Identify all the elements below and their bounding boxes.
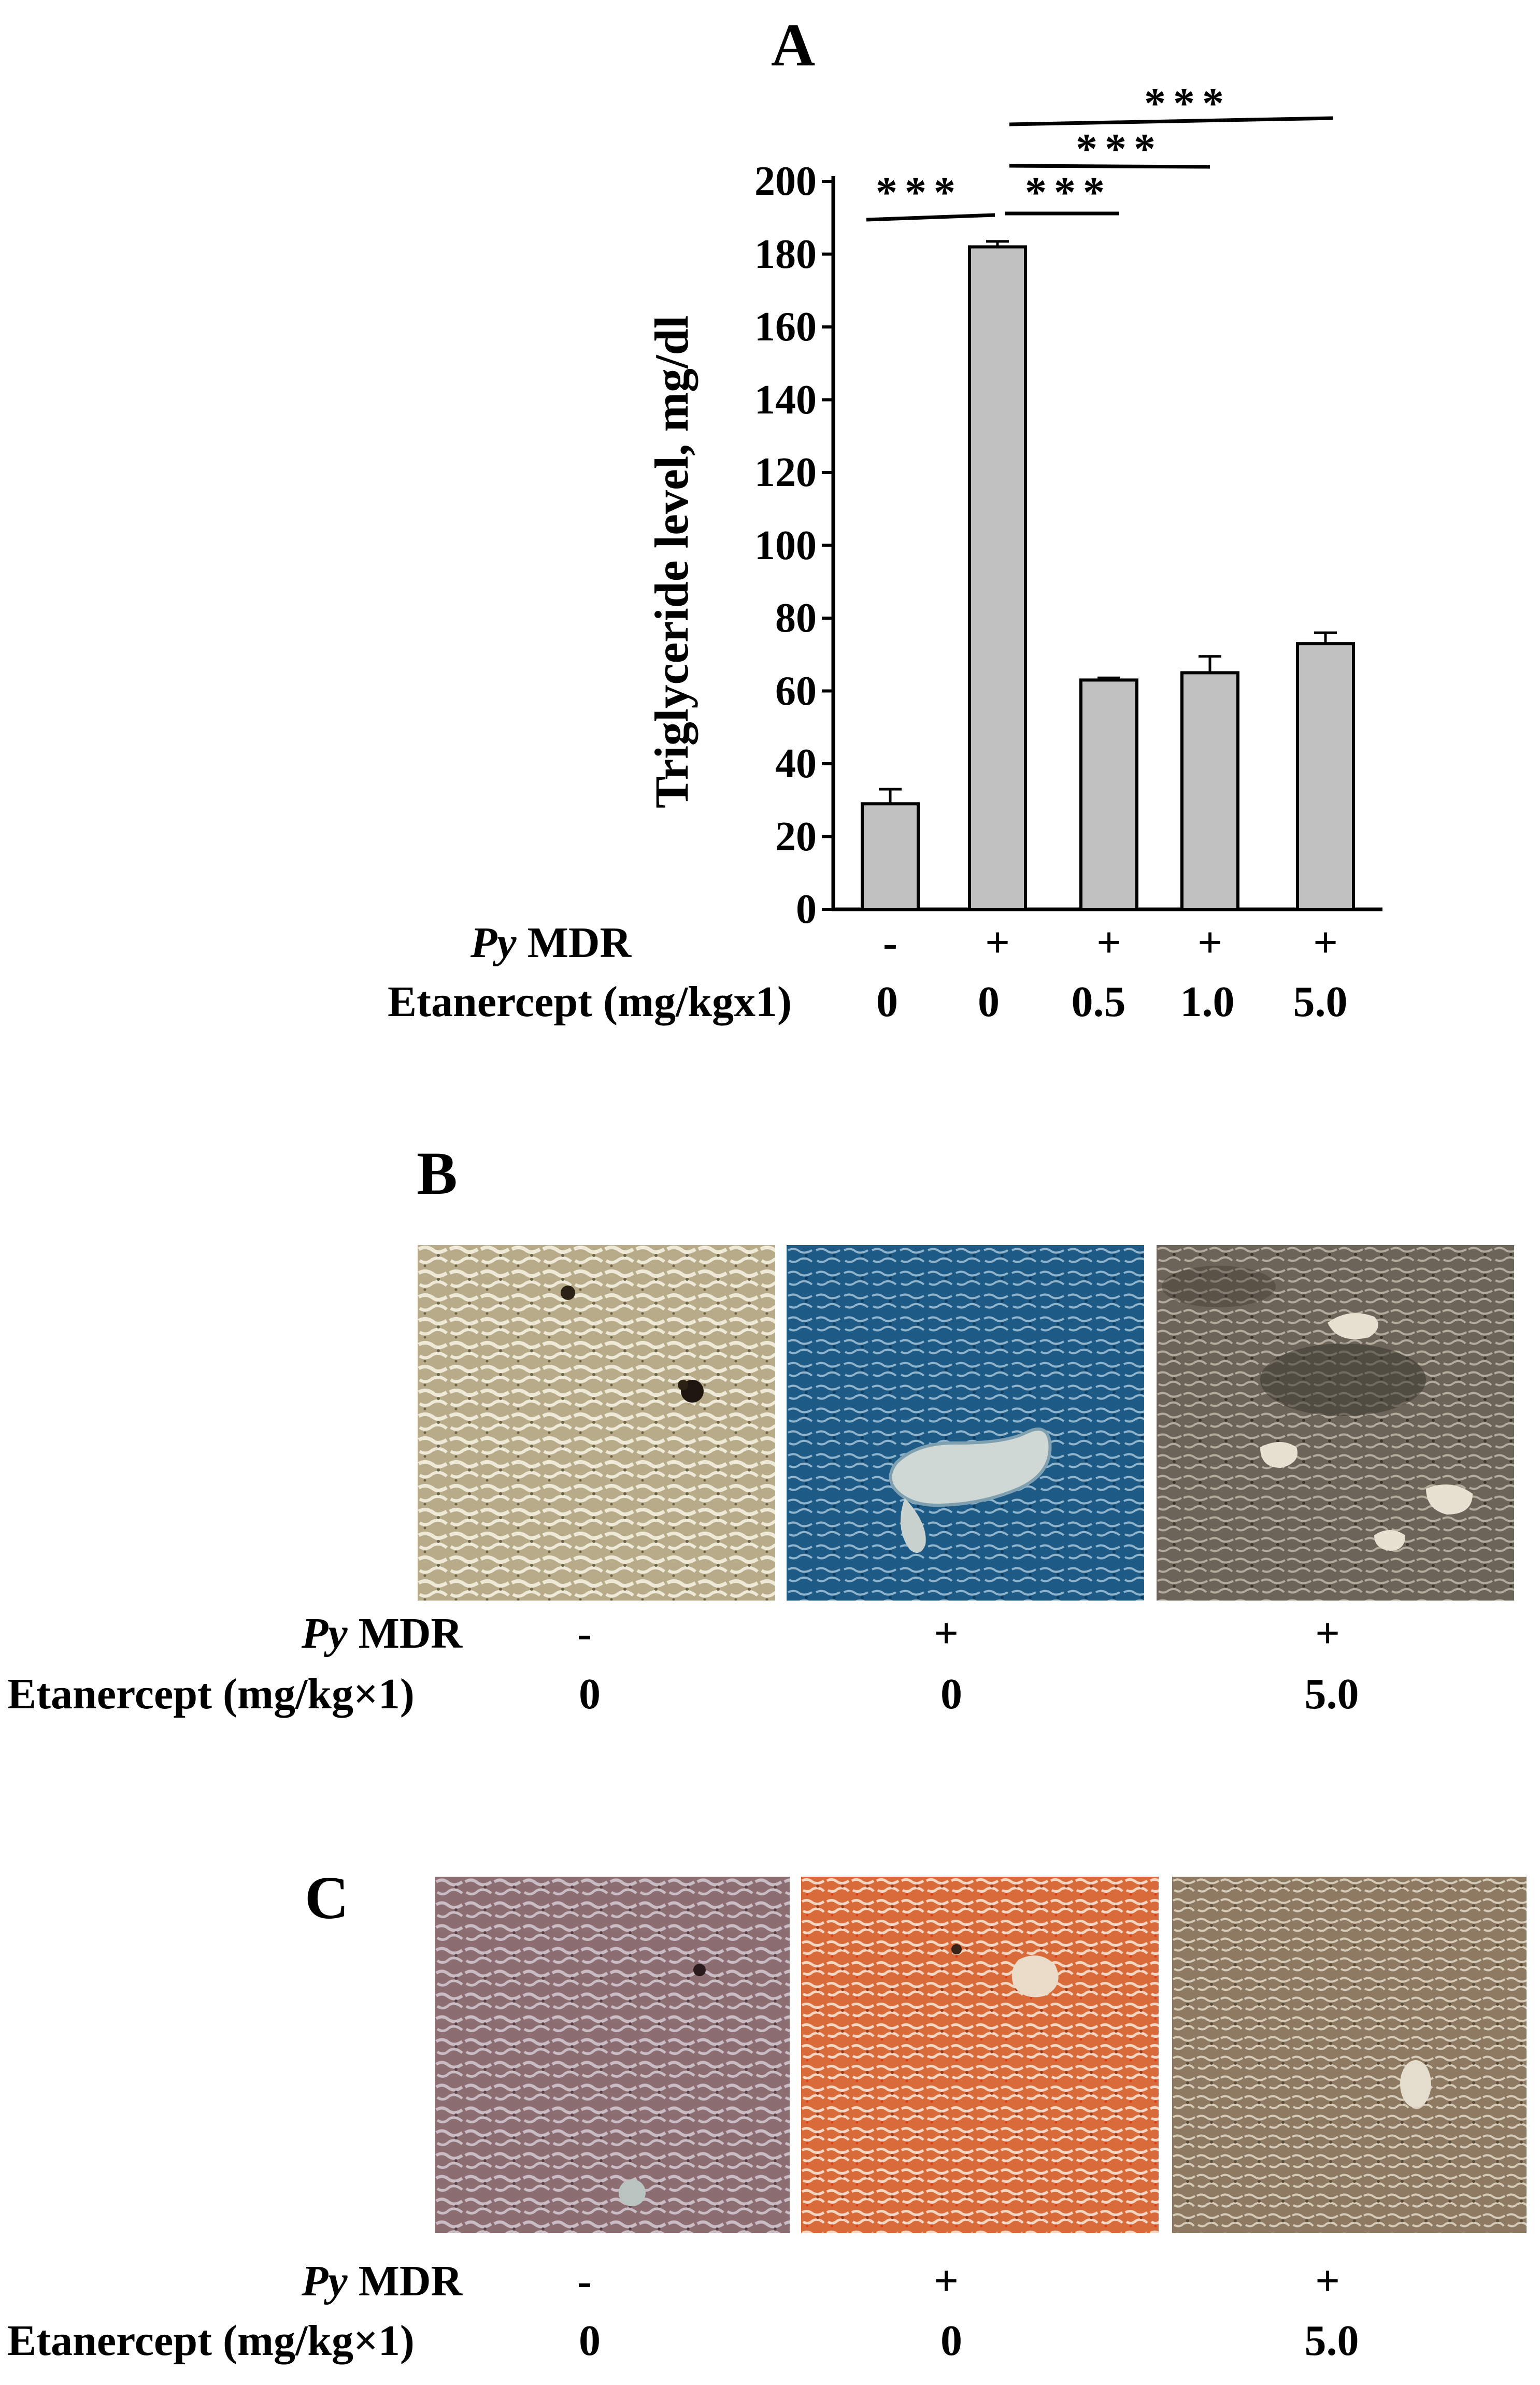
panel-b-etanercept-label: Etanercept (mg/kg×1)	[7, 1670, 415, 1718]
y-tick-label: 140	[754, 377, 817, 423]
panel-a-etanercept-cell: 0.5	[1071, 978, 1126, 1026]
panel-a-py-mdr-label: Py MDR	[470, 921, 631, 965]
panel-c-py-mdr-cell: +	[1315, 2257, 1340, 2305]
panel-b-etanercept-cell: 0	[940, 1670, 962, 1718]
bar	[968, 245, 1027, 911]
panel-c-letter: C	[305, 1864, 349, 1932]
panel-a-py-mdr-cell: +	[985, 919, 1010, 967]
panel-c-py-mdr-cell: -	[577, 2257, 592, 2305]
panel-c-py-mdr-label: Py MDR	[302, 2260, 462, 2303]
panel-b-etanercept-cell: 0	[579, 1670, 601, 1718]
mdr-text: MDR	[347, 1609, 463, 1658]
panel-b-py-mdr-cell: -	[577, 1609, 592, 1658]
panel-c-tile-py-mdr	[801, 1877, 1159, 2233]
panel-a-etanercept-label: Etanercept (mg/kgx1)	[388, 978, 792, 1026]
panel-a-py-mdr-cell: +	[1096, 919, 1121, 967]
panel-a-etanercept-cell: 1.0	[1180, 978, 1235, 1026]
panel-a-etanercept-cell: 0	[978, 978, 1000, 1026]
panel-c-etanercept-cell: 5.0	[1304, 2317, 1359, 2365]
significance-bracket	[1009, 164, 1210, 169]
panel-a-etanercept-cell: 5.0	[1293, 978, 1348, 1026]
triglyceride-bar-chart	[822, 116, 1382, 911]
panel-b-tile-py-mdr	[787, 1245, 1144, 1601]
y-tick-label: 20	[775, 813, 817, 860]
panel-a-py-mdr-cell: +	[1313, 919, 1338, 967]
panel-c-tile-etanercept	[1172, 1877, 1527, 2233]
mdr-text: MDR	[516, 919, 632, 967]
panel-a-py-mdr-cell: +	[1197, 919, 1222, 967]
bar	[1180, 671, 1239, 911]
panel-c-etanercept-cell: 0	[579, 2317, 601, 2365]
y-tick-label: 180	[754, 231, 817, 277]
panel-b-letter: B	[417, 1139, 458, 1207]
py-italic: Py	[302, 1609, 348, 1658]
significance-bracket	[866, 213, 995, 222]
panel-b-py-mdr-label: Py MDR	[302, 1612, 462, 1655]
panel-b-py-mdr-cell: +	[1315, 1609, 1340, 1658]
panel-a-letter: A	[771, 11, 816, 79]
significance-stars: ***	[876, 168, 963, 217]
y-tick-label: 100	[754, 522, 817, 568]
panel-b-py-mdr-cell: +	[934, 1609, 959, 1658]
y-tick-label: 60	[775, 668, 817, 714]
y-tick-label: 40	[775, 741, 817, 787]
panel-c-etanercept-cell: 0	[940, 2317, 962, 2365]
panel-b-tile-control	[418, 1245, 775, 1601]
panel-b-etanercept-cell: 5.0	[1304, 1670, 1359, 1718]
significance-stars: ***	[1076, 125, 1163, 173]
panel-c-etanercept-label: Etanercept (mg/kg×1)	[7, 2317, 415, 2365]
bar	[1079, 678, 1138, 911]
y-tick-label: 0	[796, 887, 817, 932]
y-tick-label: 160	[754, 304, 817, 350]
bar	[1296, 642, 1355, 911]
panel-c-py-mdr-cell: +	[934, 2257, 959, 2305]
significance-stars: ***	[1144, 79, 1231, 127]
significance-stars: ***	[1025, 168, 1112, 217]
panel-a-py-mdr-cell: -	[883, 919, 897, 967]
y-axis-label: Triglyceride level, mg/dl	[645, 315, 698, 808]
py-italic: Py	[302, 2257, 348, 2305]
panel-b-tile-etanercept	[1157, 1245, 1514, 1601]
bar	[861, 802, 920, 911]
panel-a-etanercept-cell: 0	[876, 978, 898, 1026]
py-italic: Py	[470, 919, 517, 967]
y-tick-label: 80	[775, 595, 817, 641]
mdr-text: MDR	[347, 2257, 463, 2305]
y-tick-label: 200	[754, 159, 817, 204]
panel-c-tile-control	[435, 1877, 790, 2233]
y-tick-label: 120	[754, 450, 817, 495]
significance-bracket	[1009, 116, 1333, 126]
